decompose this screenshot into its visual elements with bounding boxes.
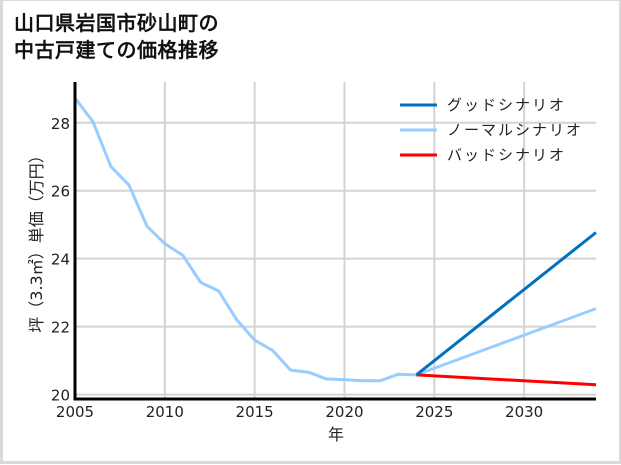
y-tick-label: 26	[51, 183, 70, 201]
x-axis-label: 年	[328, 425, 344, 444]
y-tick-label: 28	[51, 115, 70, 133]
x-tick-label: 2005	[56, 403, 94, 421]
tick-labels: 2005 2010 2015 2020 2025 2030 20 22 24 26 28	[51, 115, 543, 421]
data-series	[73, 97, 597, 387]
x-tick-label: 2030	[505, 403, 543, 421]
series-line	[415, 231, 597, 377]
y-tick-label: 24	[51, 251, 70, 269]
axes	[73, 82, 596, 401]
chart-title: 山口県岩国市砂山町の 中古戸建ての価格推移	[14, 11, 219, 62]
y-axis-label: 坪（3.3㎡）単価（万円）	[27, 147, 46, 332]
series-line	[73, 97, 417, 383]
x-tick-label: 2020	[325, 403, 363, 421]
legend-label: グッドシナリオ	[447, 96, 566, 114]
x-tick-label: 2025	[415, 403, 453, 421]
series-line	[416, 373, 597, 387]
x-tick-label: 2010	[146, 403, 184, 421]
y-tick-label: 22	[51, 319, 70, 337]
x-tick-label: 2015	[236, 403, 274, 421]
grid-lines	[75, 82, 596, 399]
y-tick-label: 20	[51, 387, 70, 405]
legend-label: ノーマルシナリオ	[447, 121, 583, 139]
legend-label: バッドシナリオ	[447, 146, 566, 164]
series-line	[415, 307, 597, 377]
